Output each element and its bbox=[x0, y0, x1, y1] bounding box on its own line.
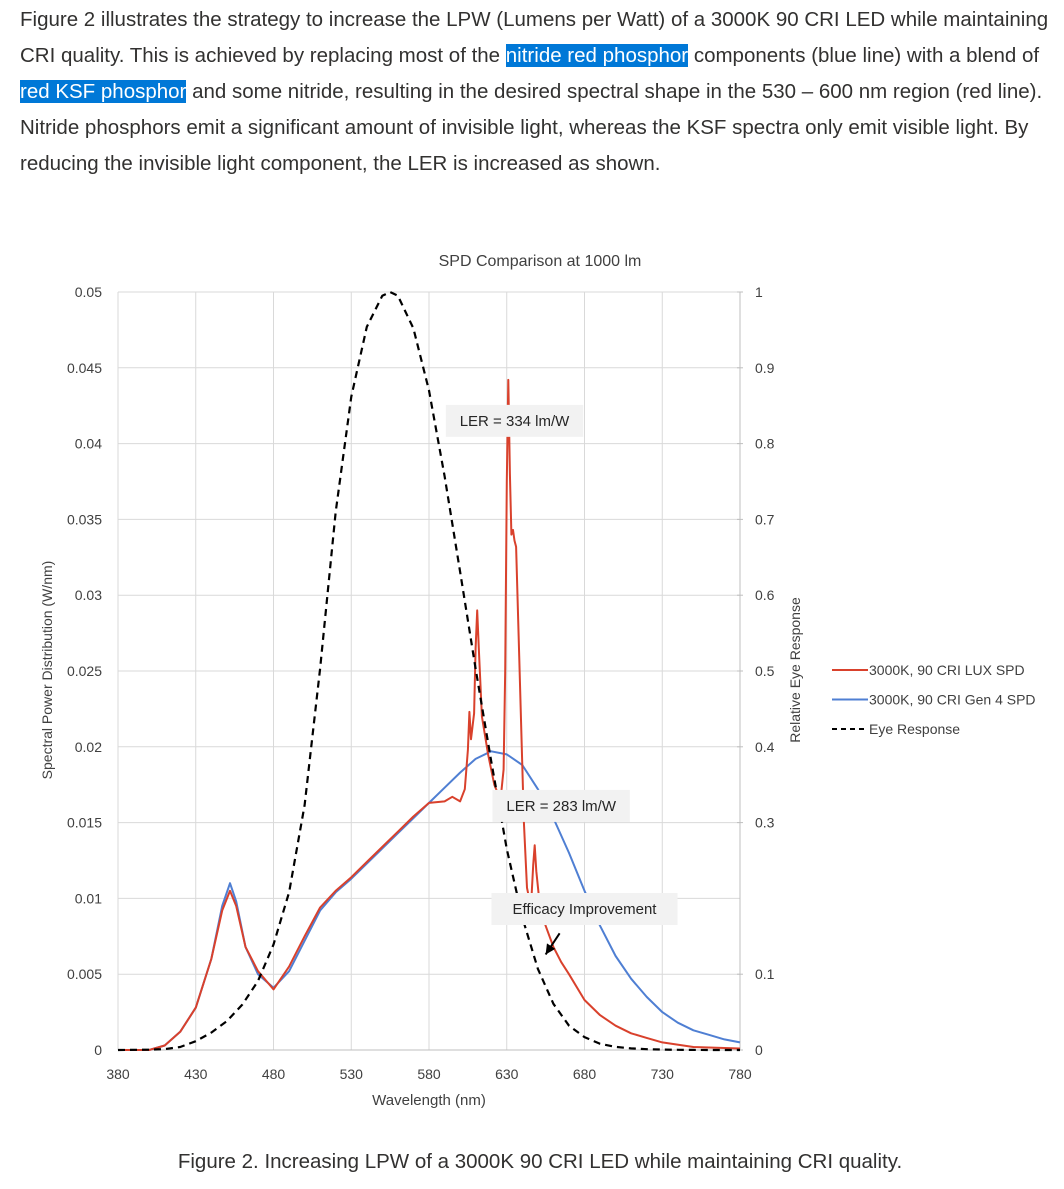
y-tick-label: 0.015 bbox=[67, 815, 102, 831]
ler-283-label: LER = 283 lm/W bbox=[506, 798, 616, 815]
y-tick-label: 0.04 bbox=[75, 436, 102, 452]
efficacy-improvement-label: Efficacy Improvement bbox=[513, 901, 658, 918]
legend: 3000K, 90 CRI LUX SPD 3000K, 90 CRI Gen 4… bbox=[832, 662, 1036, 737]
y-tick-label: 0 bbox=[94, 1042, 102, 1058]
ler-334-label-box bbox=[445, 404, 584, 437]
ler-283-label-box bbox=[492, 789, 630, 822]
y-tick-label: 0.03 bbox=[75, 587, 102, 603]
highlight-red-ksf-phosphor: red KSF phosphor bbox=[20, 80, 187, 103]
y2-tick-label: 0.3 bbox=[755, 815, 775, 831]
x-tick-label: 680 bbox=[573, 1066, 597, 1082]
y2-tick-label: 0.4 bbox=[755, 739, 775, 755]
y-axis-label: Spectral Power Distribution (W/nm) bbox=[39, 561, 55, 780]
lux-spd-line bbox=[118, 378, 741, 1051]
intro-text-middle: components (blue line) with a blend of bbox=[688, 44, 1040, 67]
gridlines bbox=[117, 291, 741, 1051]
x-tick-label: 730 bbox=[651, 1066, 675, 1082]
highlight-nitride-red-phosphor: nitride red phosphor bbox=[505, 44, 689, 67]
series-lines bbox=[117, 290, 741, 1052]
x-tick-label: 430 bbox=[184, 1066, 208, 1082]
axes: 380 430 480 530 580 630 680 730 78000.0050.010.0… bbox=[67, 284, 775, 1082]
intro-text-before: Figure 2 illustrates the strategy to inc… bbox=[20, 8, 1049, 67]
y-tick-label: 0.045 bbox=[67, 360, 102, 376]
chart-title: SPD Comparison at 1000 lm bbox=[439, 253, 642, 270]
y2-axis-label: Relative Eye Response bbox=[787, 597, 803, 743]
spd-comparison-chart: SPD Comparison at 1000 lm 380 430 480 530 58… bbox=[39, 253, 1036, 1109]
y2-tick-label: 0 bbox=[755, 1042, 763, 1058]
y2-tick-label: 0.5 bbox=[755, 663, 775, 679]
y-tick-label: 0.025 bbox=[67, 663, 102, 679]
x-tick-label: 780 bbox=[728, 1066, 752, 1082]
eye-response-line bbox=[117, 290, 740, 1052]
y-tick-label: 0.01 bbox=[75, 890, 102, 906]
y2-tick-label: 0.1 bbox=[755, 966, 775, 982]
x-tick-label: 580 bbox=[417, 1066, 441, 1082]
y-tick-label: 0.05 bbox=[75, 284, 102, 300]
x-tick-label: 530 bbox=[340, 1066, 364, 1082]
legend-label: Eye Response bbox=[869, 721, 960, 737]
intro-paragraph: Figure 2 illustrates the strategy to inc… bbox=[20, 2, 1056, 182]
y-tick-label: 0.02 bbox=[75, 739, 102, 755]
y-tick-label: 0.035 bbox=[67, 511, 102, 527]
x-tick-label: 480 bbox=[262, 1066, 286, 1082]
intro-text-after: and some nitride, resulting in the desir… bbox=[20, 80, 1043, 175]
x-tick-label: 630 bbox=[495, 1066, 519, 1082]
annotations: LER = 334 lm/W LER = 283 lm/W Efficacy Imp… bbox=[445, 404, 678, 956]
y2-tick-label: 0.8 bbox=[755, 436, 775, 452]
legend-label: 3000K, 90 CRI LUX SPD bbox=[869, 662, 1025, 678]
y2-tick-label: 0.9 bbox=[755, 360, 775, 376]
x-axis-label: Wavelength (nm) bbox=[372, 1092, 486, 1109]
efficacy-arrow-head bbox=[545, 943, 556, 955]
y2-tick-label: 1 bbox=[755, 284, 763, 300]
ler-334-label: LER = 334 lm/W bbox=[460, 413, 570, 430]
y2-tick-label: 0.6 bbox=[755, 587, 775, 603]
legend-label: 3000K, 90 CRI Gen 4 SPD bbox=[869, 692, 1036, 708]
y-tick-label: 0.005 bbox=[67, 966, 102, 982]
x-tick-label: 380 bbox=[106, 1066, 130, 1082]
efficacy-improvement-label-box bbox=[491, 893, 678, 926]
y2-tick-label: 0.7 bbox=[755, 511, 775, 527]
figure-caption: Figure 2. Increasing LPW of a 3000K 90 C… bbox=[177, 1150, 903, 1173]
